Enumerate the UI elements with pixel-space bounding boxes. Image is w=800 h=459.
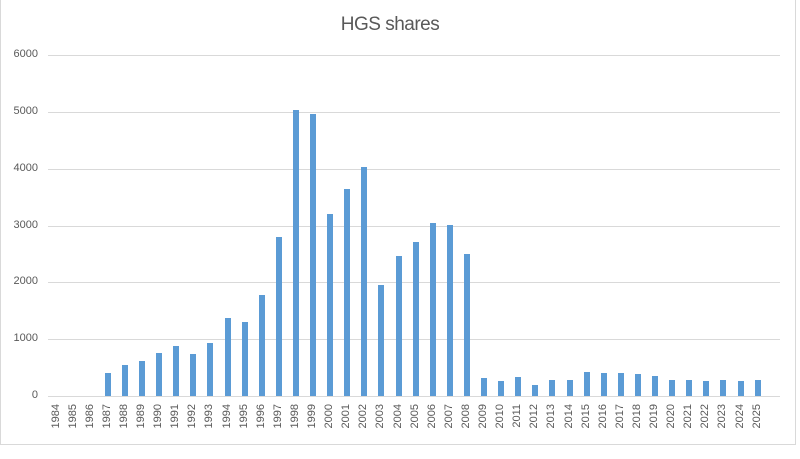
bar: [703, 380, 710, 396]
bar: [139, 361, 146, 396]
y-tick-label: 2000: [13, 275, 38, 288]
x-tick-label: 2000: [323, 404, 336, 429]
x-tick-label: 1996: [254, 404, 267, 429]
bar: [292, 110, 299, 396]
x-tick-label: 1993: [203, 404, 216, 429]
chart-frame: [0, 0, 796, 445]
x-tick-label: 1998: [288, 404, 301, 429]
x-tick-label: 2022: [699, 404, 712, 429]
bar: [378, 285, 385, 396]
x-tick-label: 1994: [220, 404, 233, 429]
x-tick-label: 2015: [579, 404, 592, 429]
x-tick-label: 2020: [665, 404, 678, 429]
bar: [395, 256, 402, 396]
x-tick-label: 2023: [716, 404, 729, 429]
gridline: [48, 168, 780, 170]
bar: [173, 346, 180, 396]
x-tick-label: 1987: [100, 404, 113, 429]
bar: [515, 377, 522, 396]
bar: [634, 373, 641, 396]
x-tick-label: 2002: [357, 404, 370, 429]
y-tick-label: 3000: [13, 218, 38, 231]
bar: [720, 379, 727, 396]
bar: [737, 380, 744, 396]
bar: [275, 236, 282, 396]
x-tick-label: 1985: [66, 404, 79, 429]
bar: [104, 372, 111, 396]
x-tick-label: 2005: [408, 404, 421, 429]
x-tick-label: 2018: [630, 404, 643, 429]
y-tick-label: 4000: [13, 161, 38, 174]
x-tick-label: 2010: [494, 404, 507, 429]
y-tick-label: 6000: [13, 48, 38, 60]
bar: [156, 352, 163, 396]
bar: [600, 372, 607, 396]
x-tick-label: 2004: [391, 404, 404, 429]
x-tick-label: 2012: [528, 404, 541, 429]
gridline: [48, 396, 780, 397]
bar: [669, 379, 676, 396]
bar: [617, 372, 624, 396]
bar: [310, 114, 317, 396]
bar: [207, 343, 214, 396]
x-tick-label: 1997: [271, 404, 284, 429]
bar: [446, 225, 453, 396]
x-tick-label: 1992: [186, 404, 199, 429]
x-tick-label: 2011: [511, 404, 524, 428]
bar: [754, 379, 761, 396]
x-tick-label: 2014: [562, 404, 575, 429]
y-tick-label: 0: [31, 389, 38, 401]
x-tick-label: 1984: [49, 404, 62, 429]
x-tick-label: 2017: [613, 404, 626, 429]
x-tick-label: 1999: [306, 404, 319, 429]
plot-area: [48, 55, 780, 397]
x-tick-label: 1988: [117, 404, 130, 429]
x-tick-label: 2008: [459, 404, 472, 429]
x-tick-label: 2003: [374, 404, 387, 429]
bar: [532, 384, 539, 396]
x-tick-label: 2024: [733, 404, 746, 429]
bar: [429, 223, 436, 396]
bar: [327, 214, 334, 396]
x-tick-label: 1989: [135, 404, 148, 429]
bar: [224, 318, 231, 396]
x-tick-label: 2009: [477, 404, 490, 429]
bar: [121, 365, 128, 396]
bar: [583, 371, 590, 396]
bar: [241, 321, 248, 396]
x-tick-label: 2021: [682, 404, 695, 429]
bar: [652, 375, 659, 396]
x-tick-label: 2016: [596, 404, 609, 429]
x-tick-label: 2006: [425, 404, 438, 429]
bar: [686, 379, 693, 396]
y-tick-label: 1000: [13, 332, 38, 345]
x-tick-label: 2013: [545, 404, 558, 429]
x-tick-label: 1995: [237, 404, 250, 429]
x-tick-label: 2019: [648, 404, 661, 429]
chart-title: HGS shares: [340, 14, 440, 35]
y-tick-label: 5000: [13, 104, 38, 117]
bar: [566, 379, 573, 396]
bar: [258, 295, 265, 396]
gridline: [48, 111, 780, 113]
bar: [463, 254, 470, 396]
x-tick-label: 1986: [83, 404, 96, 429]
bar: [498, 380, 505, 396]
x-tick-label: 2001: [340, 404, 353, 429]
x-tick-label: 2025: [750, 404, 763, 429]
bar: [412, 242, 419, 396]
x-tick-label: 1991: [169, 404, 182, 429]
bar: [344, 189, 351, 396]
bar: [361, 167, 368, 396]
bar: [481, 378, 488, 396]
bar: [549, 379, 556, 396]
gridline: [48, 225, 780, 227]
x-tick-label: 1990: [152, 404, 165, 429]
x-tick-label: 2007: [442, 404, 455, 429]
gridline: [48, 55, 780, 56]
bar: [190, 353, 197, 396]
